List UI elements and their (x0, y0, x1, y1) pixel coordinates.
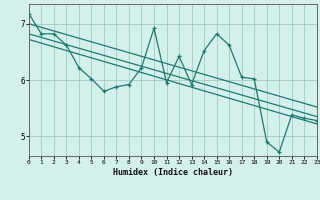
X-axis label: Humidex (Indice chaleur): Humidex (Indice chaleur) (113, 168, 233, 177)
